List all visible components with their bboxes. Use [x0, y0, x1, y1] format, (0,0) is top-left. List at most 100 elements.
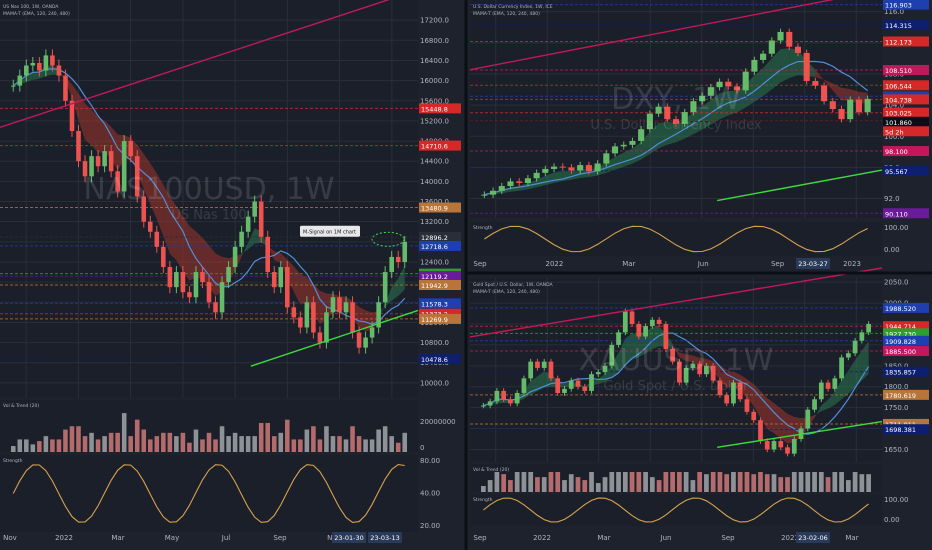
level-label-box [883, 107, 929, 118]
candle-body [389, 256, 394, 273]
x-tick-label: Sep [273, 534, 287, 542]
candle-body [845, 353, 851, 358]
y-tick-label: 10000.0 [420, 379, 449, 387]
level-label-box [419, 353, 461, 364]
ema-ribbon-segment [767, 397, 774, 434]
level-label: 1780.619 [885, 392, 916, 400]
ema-ribbon-segment [824, 79, 833, 91]
ema-ribbon-segment [679, 352, 687, 362]
candle-body [317, 332, 323, 343]
candle-body [768, 40, 775, 54]
ema-ribbon-segment [828, 392, 835, 409]
candle-body [507, 181, 514, 187]
candle-body [812, 80, 819, 86]
candle-body [134, 156, 140, 197]
volume-bar [395, 442, 401, 452]
candle-body [785, 447, 790, 454]
ema-ribbon-segment [702, 99, 711, 130]
volume-bar [704, 474, 709, 492]
volume-bar [102, 436, 107, 452]
ema-ribbon-segment [763, 58, 772, 97]
candle-body [764, 441, 770, 450]
volume-bar [616, 472, 621, 492]
candle-body [514, 393, 520, 404]
volume-bar [778, 477, 784, 492]
price-pane [470, 0, 882, 218]
candle-body [330, 297, 336, 313]
level-label: 10478.6 [421, 356, 448, 364]
volume-bar [521, 472, 527, 492]
watermark-sub: Gold Spot / U.S. Dollar [604, 379, 750, 394]
date-box [332, 532, 366, 543]
volume-bar [37, 441, 42, 452]
y-tick-label: 16400.0 [420, 57, 449, 65]
volume-bar [514, 472, 520, 492]
volume-bar [595, 483, 601, 492]
volume-bar [337, 436, 342, 452]
candle-body [298, 317, 303, 328]
volume-bar [535, 477, 540, 492]
y-tick-label: 16800.0 [420, 37, 449, 45]
candle-body [602, 365, 608, 373]
ema-ribbon-segment [32, 71, 40, 80]
level-label-box [419, 298, 461, 309]
x-tick-label: Sep [771, 260, 785, 268]
ema-ribbon-segment [814, 405, 822, 418]
watermark: NAS100USD, 1W [83, 172, 334, 207]
level-label-box [419, 280, 461, 291]
volume-bar [582, 480, 588, 492]
level-label-box [883, 335, 929, 346]
candle-body [174, 272, 179, 288]
ema-ribbon-segment [378, 303, 386, 321]
volume-bar [121, 413, 127, 452]
candle-body [585, 165, 592, 172]
candle-body [337, 297, 342, 313]
candle-body [219, 282, 225, 313]
volume-bar [206, 432, 212, 452]
candle-body [141, 196, 147, 222]
ema-ribbon-segment [728, 90, 737, 116]
volume-bar [43, 436, 49, 452]
candle-body [24, 65, 29, 76]
ema-ribbon-segment [710, 93, 720, 125]
price-pane [0, 0, 418, 398]
ema-ribbon-segment [606, 156, 616, 173]
ema-ribbon-segment [780, 48, 790, 83]
candle-body [147, 221, 153, 232]
candle-body [524, 178, 531, 183]
candle-body [239, 231, 244, 247]
level-label: 1909.828 [885, 338, 916, 346]
candle-body [677, 361, 682, 383]
candle-body [710, 365, 716, 381]
volume-bar [239, 436, 244, 452]
volume-bar [670, 472, 675, 492]
volume-bar [10, 446, 16, 452]
level-label: 101.860 [885, 119, 912, 127]
volume-bar [154, 436, 160, 452]
level-label: 104.738 [885, 96, 912, 104]
oscillator-title: Strength [473, 225, 493, 231]
candle-body [501, 390, 507, 400]
candle-body [102, 151, 107, 167]
oscillator-line [483, 497, 869, 523]
volume-bar [350, 426, 355, 452]
trend-line-green [717, 169, 883, 202]
candle-body [213, 302, 218, 313]
candle-body [343, 302, 349, 313]
candle-body [63, 75, 68, 101]
volume-bar [852, 472, 858, 492]
candle-body [751, 59, 758, 72]
candle-body [803, 52, 810, 81]
volume-bar [717, 472, 723, 492]
candle-body [717, 380, 723, 396]
candle-body [568, 380, 574, 389]
candle-body [643, 326, 648, 337]
level-label-box [419, 313, 461, 324]
ema-ribbon-segment [398, 265, 405, 296]
level-label-box [419, 240, 461, 251]
candle-body [508, 399, 513, 404]
volume-bar [82, 436, 88, 452]
level-label-box [883, 64, 929, 75]
candle-body [622, 311, 628, 333]
ema-ribbon-segment [618, 338, 626, 372]
